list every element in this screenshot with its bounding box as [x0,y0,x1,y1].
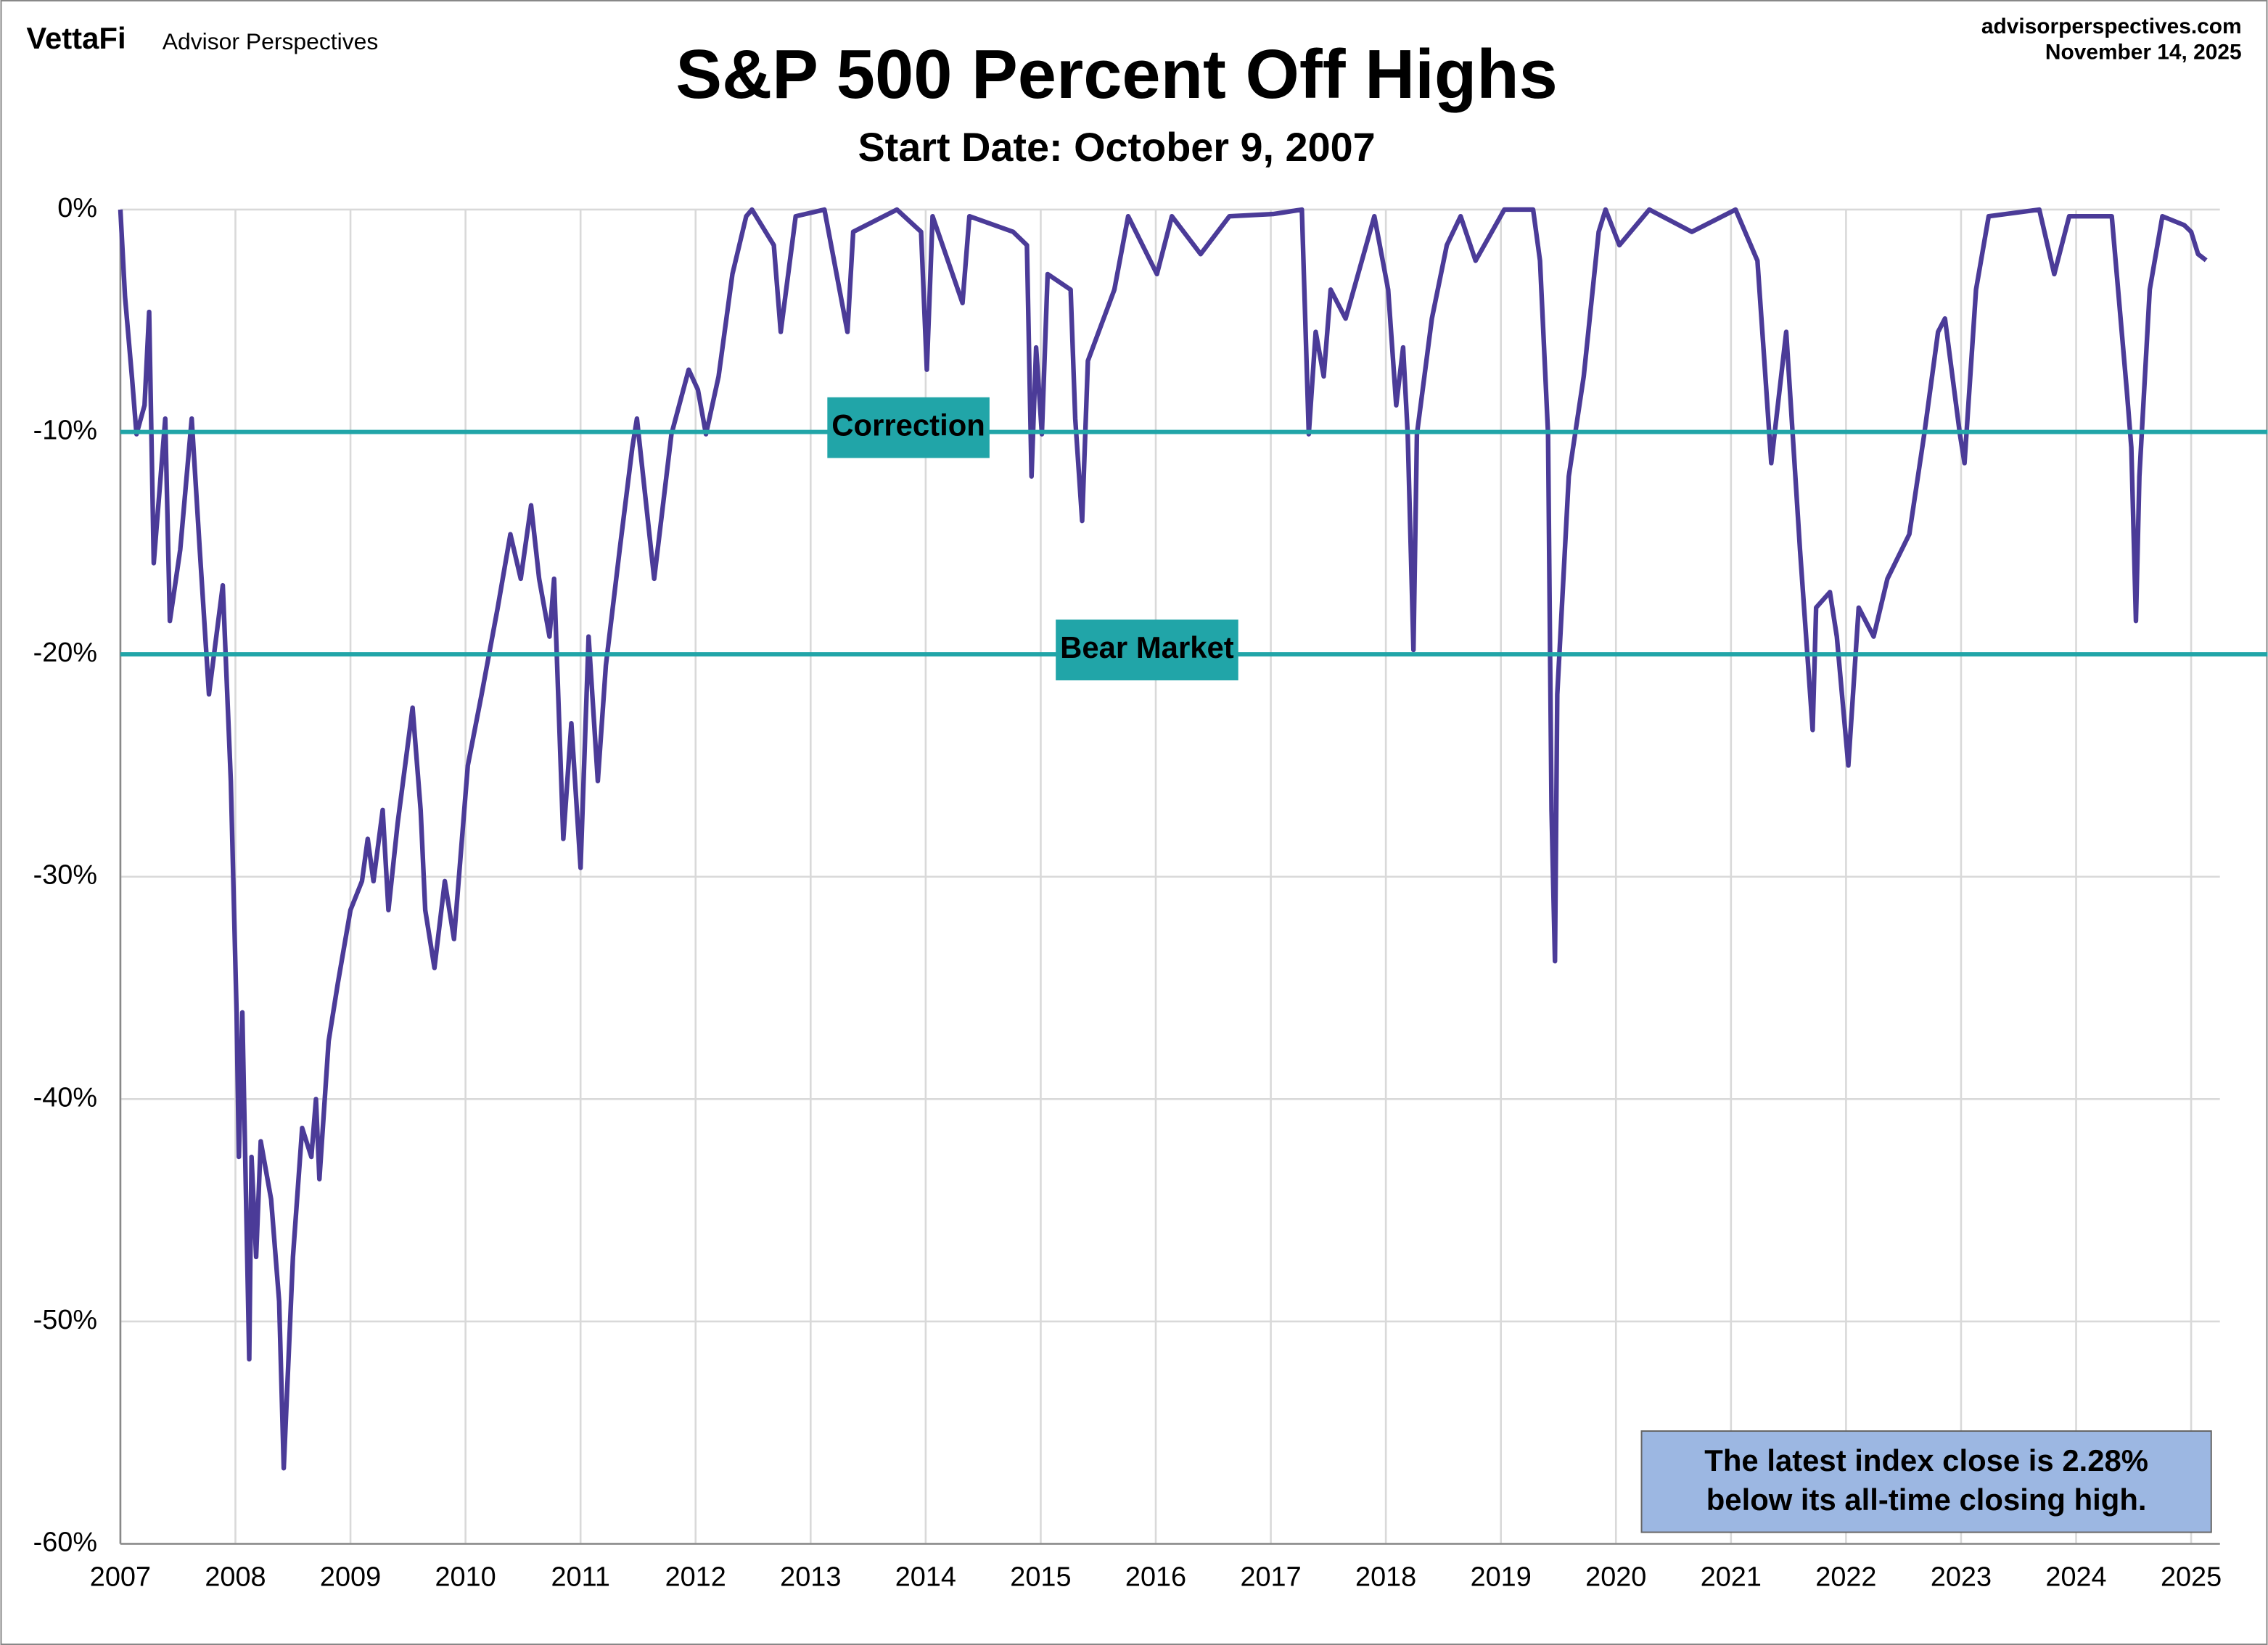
x-tick-label: 2016 [1125,1562,1186,1592]
site: advisorperspectives.com [1981,15,2242,38]
y-tick-label: -20% [33,638,97,668]
x-tick-label: 2015 [1010,1562,1071,1592]
x-tick-label: 2013 [780,1562,841,1592]
x-tick-label: 2009 [320,1562,381,1592]
annotation-box [1640,1430,2212,1533]
annotation-text: The latest index close is 2.28% [1704,1443,2148,1477]
x-tick-label: 2024 [2045,1562,2106,1592]
y-tick-label: 0% [57,193,97,223]
x-tick-label: 2018 [1355,1562,1416,1592]
reference-label: Correction [831,408,985,442]
x-tick-label: 2010 [435,1562,496,1592]
y-tick-label: -30% [33,860,97,891]
x-tick-label: 2019 [1471,1562,1532,1592]
x-tick-label: 2023 [1931,1562,1992,1592]
x-tick-label: 2017 [1240,1562,1301,1592]
data-line [118,207,2208,1471]
y-tick-label: -50% [33,1305,97,1335]
x-tick-label: 2021 [1701,1562,1762,1592]
reference-label-box [827,397,990,458]
brand-sub: Advisor Perspectives [163,28,379,54]
annotation-text: below its all-time closing high. [1706,1483,2147,1517]
x-tick-label: 2025 [2161,1562,2222,1592]
reference-label: Bear Market [1060,630,1234,664]
chart-title: S&P 500 Percent Off Highs [675,36,1558,113]
chart-subtitle: Start Date: October 9, 2007 [858,124,1375,170]
y-tick-label: -60% [33,1527,97,1557]
x-tick-label: 2012 [665,1562,726,1592]
date: November 14, 2025 [2045,41,2242,65]
y-tick-label: -40% [33,1082,97,1113]
x-tick-label: 2011 [551,1562,609,1592]
x-tick-label: 2007 [90,1562,151,1592]
x-tick-label: 2022 [1815,1562,1876,1592]
x-tick-label: 2020 [1585,1562,1646,1592]
y-tick-label: -10% [33,416,97,446]
reference-label-box [1056,619,1238,681]
brand: VettaFi [26,21,126,55]
x-tick-label: 2008 [205,1562,266,1592]
x-tick-label: 2014 [895,1562,956,1592]
